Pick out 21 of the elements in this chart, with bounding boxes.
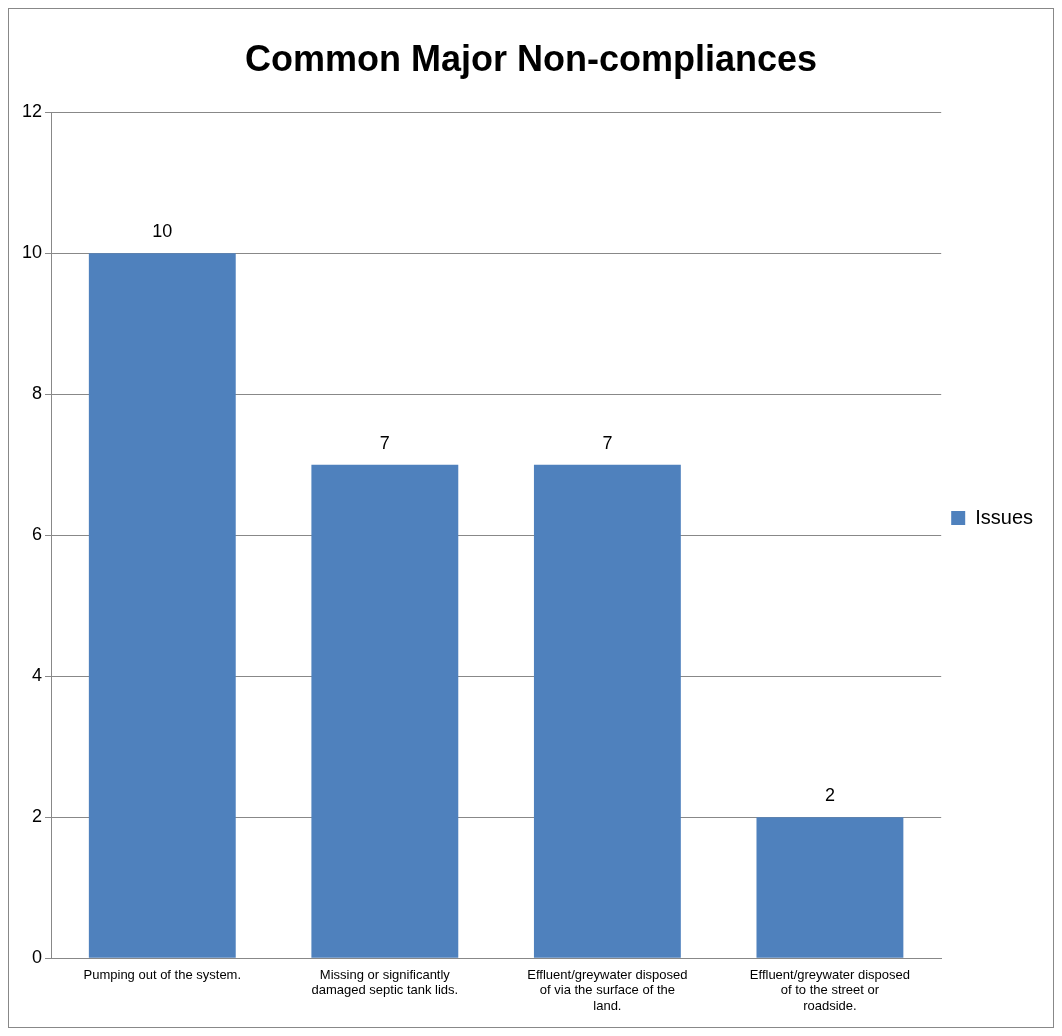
- bar: [756, 817, 904, 958]
- y-tick-label: 4: [32, 665, 43, 686]
- chart-title: Common Major Non-compliances: [244, 37, 818, 79]
- legend-label: Issues: [975, 505, 1034, 528]
- x-tick-label: Effluent/greywater disposed of to the street or roadside.: [749, 966, 911, 1013]
- x-tick-label: Missing or significantly damaged septic tank lids.: [311, 966, 459, 998]
- y-tick-label: 8: [32, 383, 43, 404]
- bar: [311, 464, 459, 958]
- bar: [533, 464, 681, 958]
- data-label: 7: [602, 432, 613, 453]
- data-label: 7: [379, 432, 390, 453]
- data-label: 10: [152, 221, 173, 242]
- data-label: 2: [824, 785, 835, 806]
- x-tick-label: Effluent/greywater disposed of via the surface of the land.: [527, 966, 688, 1013]
- y-tick-label: 0: [32, 947, 43, 968]
- y-tick-label: 6: [32, 524, 43, 545]
- x-tick-label: Pumping out of the system.: [83, 966, 242, 982]
- y-tick-label: 10: [21, 242, 43, 263]
- y-tick-label: 12: [21, 101, 43, 122]
- y-tick-label: 2: [32, 806, 43, 827]
- bar: [88, 253, 236, 958]
